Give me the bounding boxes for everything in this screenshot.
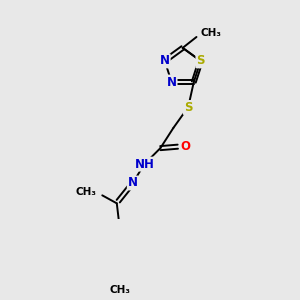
Text: NH: NH [134, 158, 154, 171]
Text: O: O [180, 140, 190, 153]
Text: N: N [160, 54, 170, 68]
Text: S: S [184, 101, 192, 114]
Text: N: N [128, 176, 138, 190]
Text: N: N [167, 76, 177, 88]
Text: CH₃: CH₃ [109, 285, 130, 295]
Text: CH₃: CH₃ [201, 28, 222, 38]
Text: CH₃: CH₃ [76, 187, 97, 197]
Text: S: S [196, 54, 205, 68]
